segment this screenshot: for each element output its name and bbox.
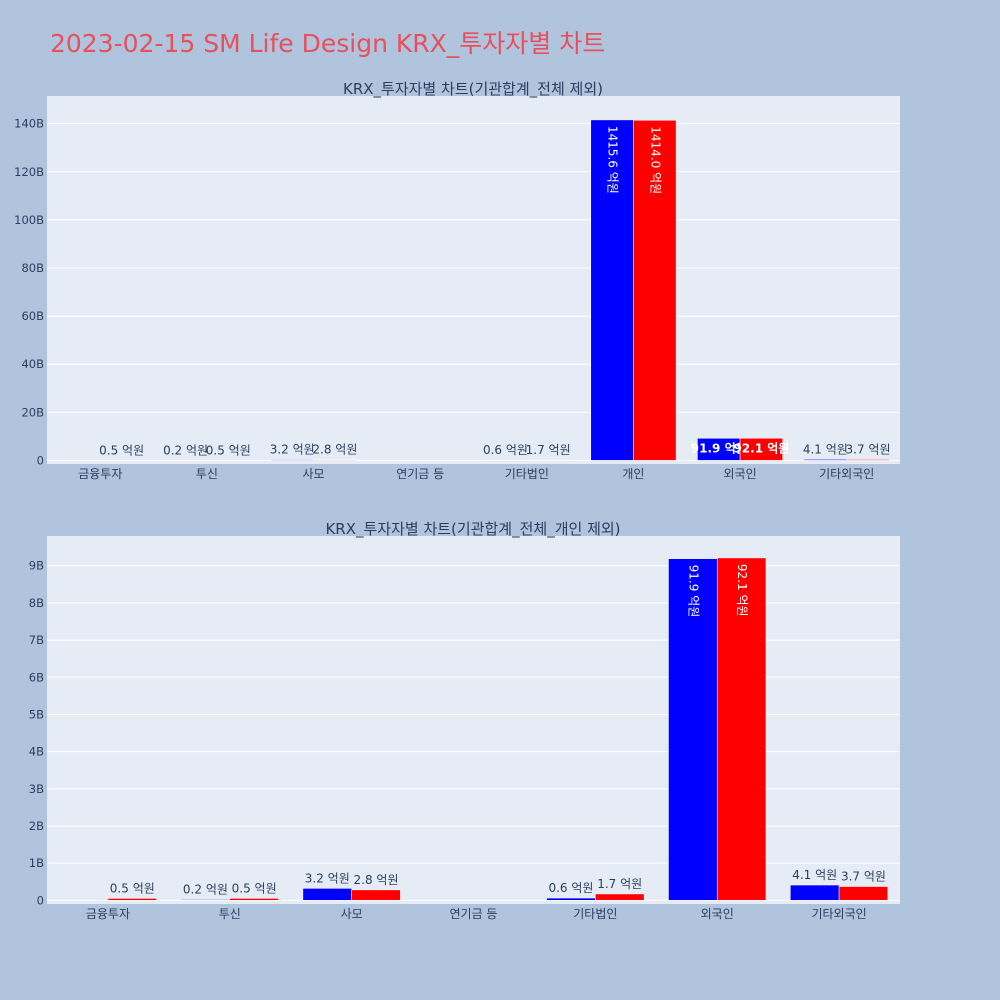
data-label: 3.2 억원 (270, 443, 315, 457)
y-tick-label: 0 (37, 893, 44, 907)
data-label: 0.6 억원 (548, 881, 593, 895)
data-label: 0.5 억원 (206, 443, 251, 457)
bar (595, 893, 645, 901)
y-tick-label: 4B (29, 745, 44, 759)
bar (546, 897, 596, 901)
bar (739, 437, 783, 461)
chart-top: 0 20B 40B 60B 80B 100B 120B 140B KRX_투자자별 차트(기관합… (14, 80, 900, 481)
bar (590, 119, 634, 461)
bar (716, 557, 767, 901)
x-tick-label: 외국인 (701, 907, 734, 921)
x-tick-label: 사모 (303, 467, 325, 481)
y-tick-label: 2B (29, 819, 44, 833)
y-tick-label: 9B (29, 559, 44, 573)
x-tick-label: 외국인 (724, 467, 757, 481)
y-tick-label: 100B (14, 213, 44, 227)
bar (180, 899, 231, 901)
x-tick-label: 투신 (196, 467, 218, 481)
x-tick-label: 기타법인 (573, 907, 617, 921)
bar (838, 886, 889, 901)
y-tick-label: 40B (21, 357, 44, 371)
y-tick-label: 80B (21, 261, 44, 275)
chart-title: KRX_투자자별 차트(기관합계_전체_개인 제외) (325, 520, 620, 539)
y-tick-label: 140B (14, 117, 44, 131)
bar (313, 459, 357, 461)
data-label: 0.5 억원 (110, 881, 155, 895)
data-label: 4.1 억원 (803, 442, 848, 456)
bar (229, 898, 279, 901)
page-title: 2023-02-15 SM Life Design KRX_투자자별 차트 (50, 29, 606, 58)
data-label: 2.8 억원 (354, 873, 399, 887)
x-tick-label: 기타외국인 (811, 907, 866, 921)
y-tick-label: 3B (29, 782, 44, 796)
bar (270, 459, 314, 461)
data-label: 1.7 억원 (526, 443, 571, 457)
bar (107, 898, 157, 901)
data-label: 92.1 억원 (733, 441, 789, 455)
bar (668, 558, 718, 901)
y-tick-label: 1B (29, 856, 44, 870)
x-tick-label: 연기금 등 (396, 467, 444, 481)
x-tick-label: 사모 (341, 907, 363, 921)
data-label: 3.2 억원 (305, 871, 350, 885)
data-label: 0.5 억원 (99, 443, 144, 457)
y-tick-label: 120B (14, 165, 44, 179)
chart-bottom: 0 1B 2B 3B 4B 5B 6B 7B 8B 9B KRX_투자자별 차트(기관합계_전체_개… (29, 520, 900, 921)
bar (846, 459, 890, 461)
bar (302, 888, 352, 901)
data-label: 0.2 억원 (183, 883, 228, 897)
data-label: 92.1 억원 (735, 564, 749, 617)
x-tick-label: 투신 (219, 907, 241, 921)
bar (790, 884, 840, 901)
y-tick-label: 5B (29, 707, 44, 721)
y-tick-label: 8B (29, 596, 44, 610)
y-tick-label: 20B (21, 405, 44, 419)
x-tick-label: 기타법인 (505, 467, 549, 481)
data-label: 3.7 억원 (846, 443, 891, 457)
data-label: 3.7 억원 (841, 870, 886, 884)
data-label: 0.2 억원 (163, 443, 208, 457)
y-tick-label: 7B (29, 633, 44, 647)
plot-area (47, 536, 900, 904)
data-label: 4.1 억원 (792, 868, 837, 882)
y-tick-label: 60B (21, 309, 44, 323)
x-tick-label: 개인 (622, 467, 644, 481)
bar (633, 120, 677, 461)
data-label: 91.9 억원 (691, 441, 747, 455)
data-label: 2.8 억원 (312, 443, 357, 457)
x-tick-label: 연기금 등 (450, 907, 498, 921)
data-label: 1.7 억원 (597, 877, 642, 891)
y-tick-label: 6B (29, 670, 44, 684)
data-label: 0.5 억원 (232, 881, 277, 895)
x-tick-label: 금융투자 (86, 907, 130, 921)
plot-area (47, 96, 900, 464)
chart-title: KRX_투자자별 차트(기관합계_전체 제외) (343, 80, 603, 99)
data-label: 1415.6 억원 (606, 126, 620, 194)
data-label: 91.9 억원 (686, 565, 700, 618)
bar (803, 459, 847, 461)
bar (351, 889, 401, 901)
data-label: 1414.0 억원 (648, 126, 662, 194)
y-tick-label: 0 (37, 453, 44, 467)
x-tick-label: 기타외국인 (819, 467, 874, 481)
data-label: 0.6 억원 (483, 443, 528, 457)
x-tick-label: 금융투자 (78, 467, 122, 481)
